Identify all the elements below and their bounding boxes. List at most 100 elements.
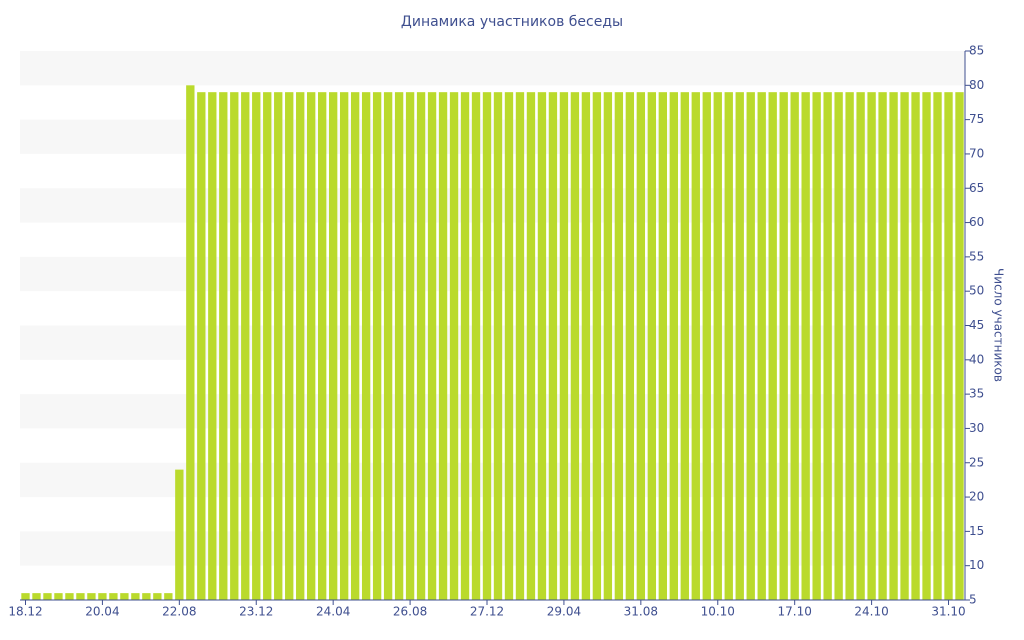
- bar: [955, 92, 964, 601]
- grid-band: [20, 531, 965, 566]
- bar: [581, 92, 591, 601]
- bar: [197, 92, 206, 601]
- grid-band: [20, 188, 965, 223]
- bar: [603, 92, 613, 601]
- x-tick-label: 10.10: [701, 605, 735, 619]
- bar: [702, 92, 711, 601]
- bar: [350, 92, 360, 601]
- bar: [724, 92, 733, 601]
- bar: [76, 593, 85, 600]
- bar: [230, 92, 239, 601]
- bar: [790, 92, 799, 601]
- bar: [493, 92, 503, 601]
- bar: [570, 92, 580, 601]
- bar: [164, 593, 173, 600]
- y-tick-label: 70: [969, 146, 984, 160]
- bar: [471, 92, 481, 601]
- x-tick-label: 18.12: [8, 605, 42, 619]
- bar: [43, 593, 52, 600]
- bar: [482, 92, 492, 601]
- grid-band: [20, 51, 965, 86]
- bar: [120, 593, 129, 600]
- bar: [427, 92, 437, 601]
- y-tick-label: 60: [969, 215, 984, 229]
- x-tick-label: 23.12: [239, 605, 273, 619]
- y-tick-label: 25: [969, 455, 984, 469]
- y-tick-label: 55: [969, 249, 984, 263]
- x-tick-label: 24.10: [854, 605, 888, 619]
- bar: [186, 85, 195, 600]
- bar: [537, 92, 547, 601]
- bar: [878, 92, 887, 601]
- bar: [32, 593, 41, 600]
- bar: [307, 92, 316, 601]
- bar: [735, 92, 744, 601]
- bar: [263, 92, 272, 601]
- bar: [318, 92, 327, 601]
- chart-title: Динамика участников беседы: [401, 14, 623, 30]
- bar: [911, 92, 920, 601]
- grid-band: [20, 119, 965, 154]
- bar: [900, 92, 909, 601]
- y-tick-label: 45: [969, 318, 984, 332]
- bar: [746, 92, 755, 601]
- bar: [933, 92, 942, 601]
- bar: [274, 92, 283, 601]
- y-tick-label: 80: [969, 78, 984, 92]
- bar: [339, 92, 349, 601]
- bar: [922, 92, 931, 601]
- bar: [449, 92, 459, 601]
- bar: [252, 92, 261, 601]
- bar: [87, 593, 96, 600]
- x-tick-label: 24.04: [316, 605, 350, 619]
- bar: [153, 593, 162, 600]
- bar: [515, 92, 525, 601]
- y-axis-label: Число участников: [992, 268, 1006, 382]
- bar: [691, 92, 700, 601]
- y-tick-label: 50: [969, 284, 984, 298]
- bar: [405, 92, 415, 601]
- x-tick-label: 17.10: [778, 605, 812, 619]
- x-tick-label: 31.08: [624, 605, 658, 619]
- bar: [504, 92, 514, 601]
- bar: [856, 92, 865, 601]
- bar: [867, 92, 876, 601]
- bar: [383, 92, 393, 601]
- bar: [559, 92, 569, 601]
- bar: [361, 92, 371, 601]
- bar: [614, 92, 624, 601]
- y-tick-label: 15: [969, 524, 984, 538]
- x-tick-label: 20.04: [85, 605, 119, 619]
- y-tick-label: 85: [969, 44, 984, 58]
- bar: [296, 92, 305, 601]
- bar: [834, 92, 843, 601]
- x-tick-label: 27.12: [470, 605, 504, 619]
- x-tick-label: 31.10: [931, 605, 965, 619]
- y-tick-label: 40: [969, 352, 984, 366]
- y-tick-label: 65: [969, 181, 984, 195]
- grid-band: [20, 325, 965, 360]
- x-tick-label: 26.08: [393, 605, 427, 619]
- bar: [625, 92, 635, 601]
- bar: [328, 92, 338, 601]
- bar: [779, 92, 788, 601]
- bar: [526, 92, 536, 601]
- bar: [438, 92, 448, 601]
- grid-band: [20, 394, 965, 429]
- bar: [889, 92, 898, 601]
- bar: [823, 92, 832, 601]
- y-tick-label: 20: [969, 490, 984, 504]
- bar: [460, 92, 470, 601]
- bar: [109, 593, 118, 600]
- bar: [394, 92, 404, 601]
- bar: [142, 593, 151, 600]
- y-tick-label: 5: [969, 593, 977, 607]
- bar: [54, 593, 63, 600]
- y-tick-label: 75: [969, 112, 984, 126]
- bar: [944, 92, 953, 601]
- bar: [658, 92, 667, 601]
- bar: [845, 92, 854, 601]
- bar: [636, 92, 646, 601]
- bar: [219, 92, 228, 601]
- bar: [592, 92, 602, 601]
